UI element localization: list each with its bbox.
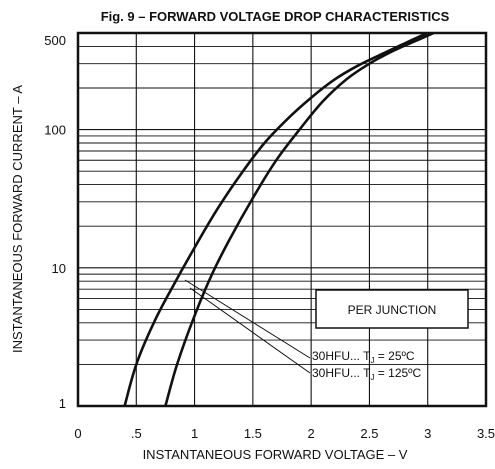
x-tick-label: 0 [74,426,81,441]
plot-frame [76,31,488,408]
series-label-125c-prefix: 30HFU... T [312,366,371,380]
legend-title: PER JUNCTION [348,303,437,317]
y-tick-label: 100 [44,123,66,138]
x-tick-label: 3.5 [477,426,495,441]
x-tick-labels: 0 .5 1 1.5 2 2.5 3 3.5 [74,426,495,441]
series-label-25c-suffix: = 25ºC [374,349,414,363]
series-line-125c [123,31,429,407]
series-label-125c-sub: J [370,373,374,382]
leader-line-125c [189,287,311,374]
series-label-25c: 30HFU... TJ = 25ºC [312,349,415,365]
x-tick-label: 2 [308,426,315,441]
x-tick-label: 1.5 [244,426,262,441]
y-tick-label: 10 [52,261,66,276]
y-axis-label: INSTANTANEOUS FORWARD CURRENT – A [10,85,25,353]
series-label-25c-sub: J [370,356,374,365]
series-label-125c: 30HFU... TJ = 125ºC [312,366,422,382]
legend: PER JUNCTION 30HFU... TJ = 25ºC 30HFU...… [184,279,469,382]
series-label-25c-prefix: 30HFU... T [312,349,371,363]
y-tick-labels: 1 10 100 500 [44,33,66,411]
series-label-125c-suffix: = 125ºC [374,366,421,380]
chart-title: Fig. 9 – FORWARD VOLTAGE DROP CHARACTERI… [101,9,450,24]
x-tick-label: .5 [131,426,142,441]
y-tick-label: 500 [44,33,66,48]
leader-line-25c [184,279,311,359]
x-tick-label: 1 [191,426,198,441]
legend-box [315,289,469,329]
series-line-25c [164,31,435,407]
series-curves [123,31,435,407]
x-tick-label: 2.5 [360,426,378,441]
x-axis-label: INSTANTANEOUS FORWARD VOLTAGE – V [143,447,408,462]
y-tick-label: 1 [59,396,66,411]
grid [78,33,486,406]
x-tick-label: 3 [424,426,431,441]
